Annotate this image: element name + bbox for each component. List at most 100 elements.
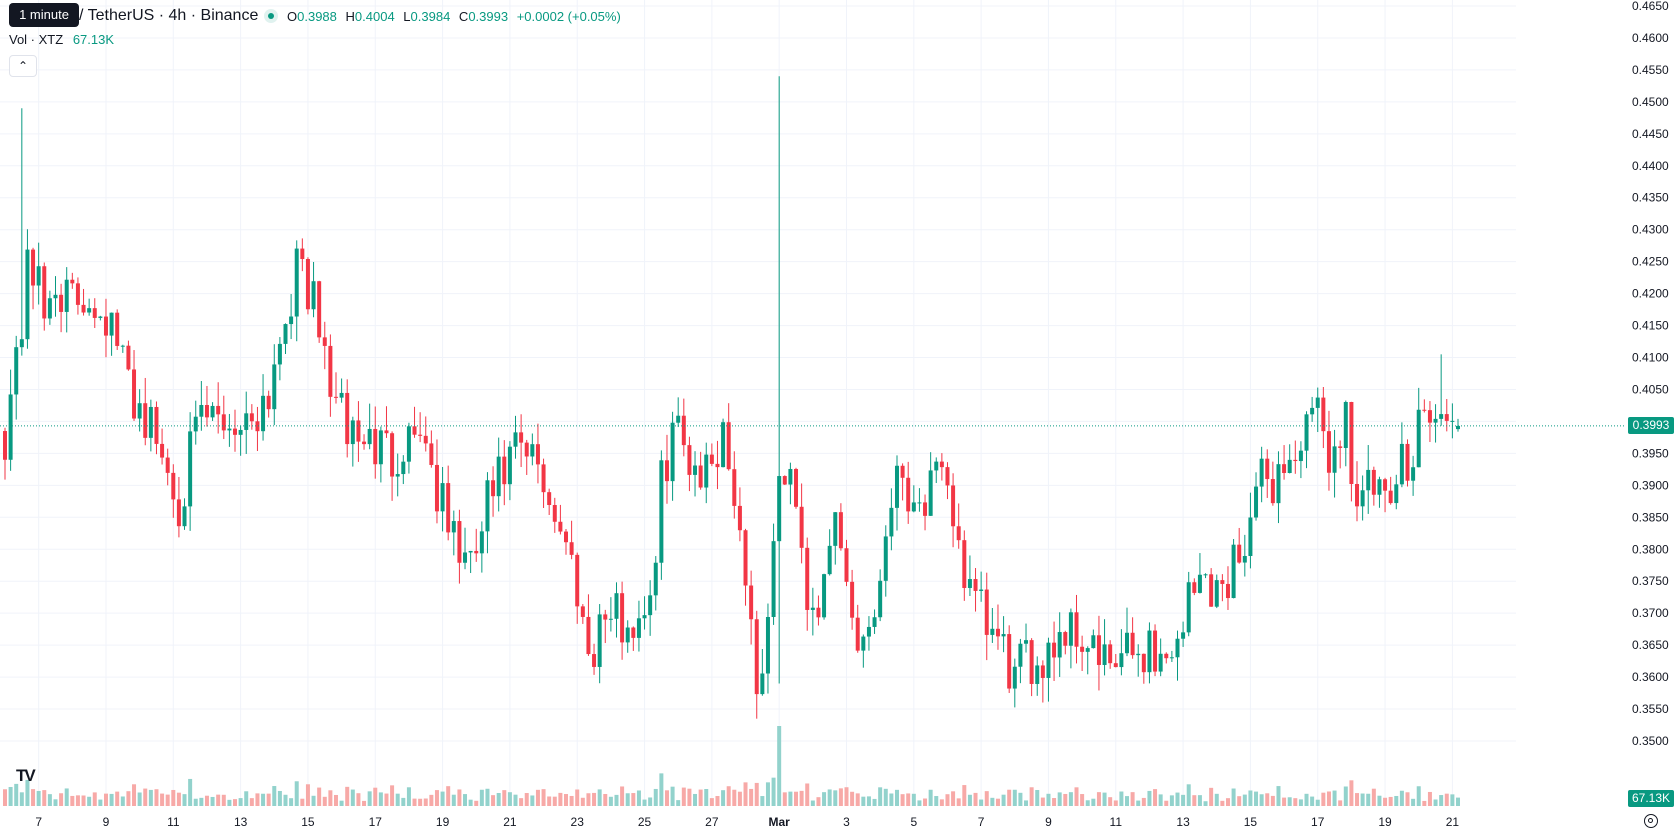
time-tick-label: 19 [436,815,450,829]
volume-bar [98,799,103,806]
time-tick-label: 11 [1110,815,1123,829]
time-tick-label: Mar [769,815,791,829]
candle-body [799,506,804,548]
candle-body [732,469,737,506]
candle-body [1012,666,1017,689]
price-axis[interactable]: 0.3500 0.3550 0.3600 0.3650 0.3700 0.3750 0.38… [1632,0,1669,748]
volume-bar [1349,780,1354,806]
candle-body [833,512,838,546]
price-tick-label: 0.4500 [1632,95,1669,109]
volume-bar [586,793,591,806]
volume-bar [1282,797,1287,806]
candle-body [193,416,198,432]
volume-bar [143,788,148,806]
volume-bar [1254,791,1259,806]
candle-body [995,628,1000,637]
candle-body [827,545,832,575]
candle-body [300,248,305,260]
volume-bar [620,786,625,806]
candle-body [1203,574,1208,576]
volume-bar [900,794,905,806]
candle-body [1209,574,1214,607]
volume-bar [19,792,24,806]
candle-body [558,521,563,532]
price-tick-label: 0.4050 [1632,382,1669,396]
volume-bar [810,800,815,806]
candle-body [855,617,860,651]
candle-body [749,585,754,620]
candle-body [1052,642,1057,658]
volume-bar [1169,795,1174,806]
candle-body [1394,484,1399,504]
volume-bar [1024,800,1029,806]
volume-bar [1427,791,1432,806]
candle-body [967,579,972,588]
candle-body [182,506,187,527]
candle-body [289,316,294,325]
price-tick-label: 0.3650 [1632,638,1669,652]
time-tick-label: 21 [1446,815,1460,829]
collapse-legend-button[interactable]: ⌃ [9,55,37,77]
candle-body [1315,397,1320,408]
candle-body [524,442,529,457]
candle-body [1096,635,1101,665]
volume-bar [597,789,602,806]
candle-body [928,470,933,516]
candle-body [1411,467,1416,481]
volume-bar [939,799,944,806]
candle-body [384,430,389,434]
volume-label: Vol · XTZ [9,32,64,47]
volume-legend[interactable]: Vol · XTZ 67.13K [9,32,114,47]
price-tick-label: 0.4650 [1632,0,1669,13]
candle-body [1169,657,1174,659]
candle-body [305,259,310,310]
volume-bar [1186,784,1191,806]
candle-body [1186,582,1191,633]
volume-bar [440,791,445,806]
volume-bar [176,792,181,806]
volume-bar [317,787,322,806]
candle-body [1197,574,1202,593]
candle-body [1427,410,1432,423]
volume-bar [485,788,490,806]
volume-bar [356,793,361,806]
time-tick-label: 15 [301,815,315,829]
candle-body [311,281,316,310]
volume-bar [928,789,933,806]
candle-body [535,444,540,465]
volume-bar [732,789,737,806]
volume-bar [333,794,338,806]
time-tick-label: 3 [843,815,850,829]
price-tick-label: 0.3850 [1632,510,1669,524]
candle-body [255,421,260,432]
volume-bar [1287,797,1292,806]
candle-body [709,454,714,464]
volume-bar [1119,791,1124,806]
gear-icon[interactable] [1644,814,1658,828]
candle-body [1259,458,1264,487]
candle-body [653,562,658,596]
candle-body [816,607,821,618]
volume-bar [1433,799,1438,806]
volume-bar [70,795,75,806]
ohlc-values: O0.3988 H0.4004 L0.3984 C0.3993 +0.0002 … [287,9,621,24]
volume-bar [541,789,546,806]
symbol-title[interactable]: / TetherUS · 4h · Binance [79,7,259,24]
volume-bar [872,798,877,806]
volume-bar [474,800,479,806]
candle-body [1225,583,1230,599]
tradingview-logo[interactable]: TV [16,766,36,785]
candle-body [1310,407,1315,415]
time-axis[interactable]: 7 9 11 13 15 17 19 21 23 25 27 Mar 3 5 7 9 11 13 15 17 19 21 [35,815,1459,829]
candle-body [1091,635,1096,649]
volume-bar [1270,795,1275,806]
candle-body [962,540,967,588]
time-tick-label: 17 [1311,815,1325,829]
candle-body [782,476,787,485]
volume-bar [1332,790,1337,806]
candle-body [390,433,395,477]
candle-body [210,405,215,418]
candle-body [1141,653,1146,673]
volume-bar [771,777,776,806]
